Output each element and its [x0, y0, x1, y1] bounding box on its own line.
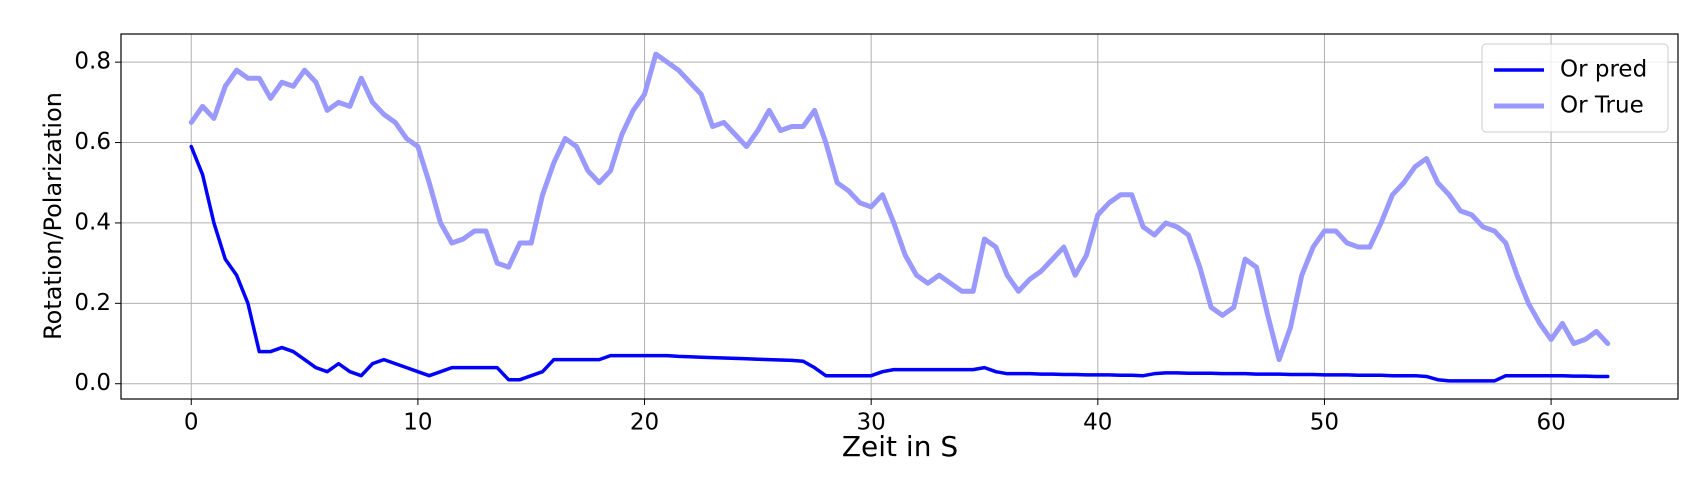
x-tick-label: 20 — [630, 410, 659, 436]
x-tick-label: 40 — [1083, 410, 1112, 436]
line-series — [188, 51, 1611, 363]
plot-frame — [120, 33, 1679, 400]
legend-label: Or True — [1560, 93, 1644, 119]
legend-box — [1481, 43, 1669, 133]
x-tick-label: 10 — [403, 410, 432, 436]
x-axis-label: Zeit in S — [842, 430, 958, 463]
legend-label: Or pred — [1560, 57, 1647, 83]
y-tick-label: 0.2 — [74, 290, 111, 316]
x-tick-label: 50 — [1310, 410, 1339, 436]
y-tick-label: 0.6 — [74, 129, 111, 155]
line-series — [189, 144, 1610, 383]
y-tick-label: 0.8 — [74, 49, 111, 75]
x-tick-label: 0 — [184, 410, 199, 436]
y-axis-label: Rotation/Polarization — [39, 92, 67, 340]
y-tick-label: 0.4 — [74, 209, 111, 235]
y-tick-label: 0.0 — [74, 370, 111, 396]
x-tick-label: 30 — [857, 410, 886, 436]
x-tick-label: 60 — [1536, 410, 1565, 436]
